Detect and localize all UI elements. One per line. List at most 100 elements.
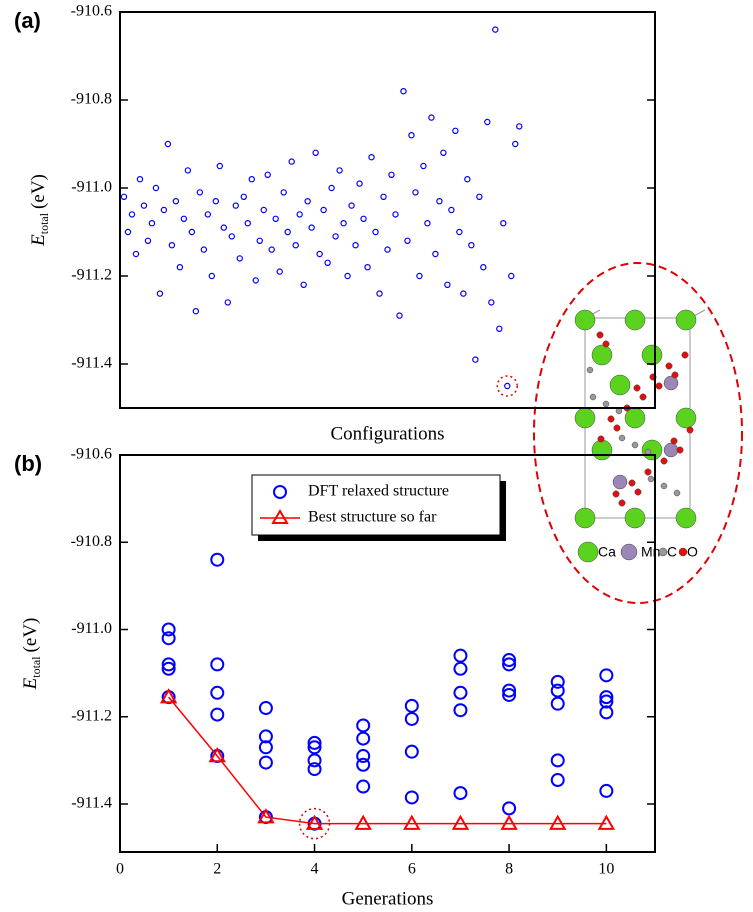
point — [344, 272, 351, 280]
point — [360, 215, 367, 222]
triangle-marker — [305, 814, 324, 830]
point — [453, 685, 468, 700]
point — [161, 631, 176, 646]
point — [210, 685, 225, 700]
point — [296, 211, 303, 218]
point — [404, 237, 411, 244]
atom — [620, 543, 638, 561]
point — [480, 264, 487, 271]
point — [161, 622, 176, 637]
atom — [670, 437, 678, 445]
y-tick-label: -910.6 — [71, 446, 112, 463]
point — [280, 189, 287, 196]
point — [176, 264, 184, 271]
point — [460, 290, 467, 297]
point — [307, 753, 322, 768]
y-tick-label: -911.2 — [71, 707, 112, 724]
point — [352, 241, 359, 249]
point — [492, 26, 499, 33]
point — [220, 224, 228, 231]
point — [336, 167, 343, 174]
x-tick-label: 6 — [408, 861, 416, 878]
point — [476, 193, 483, 200]
y-tick-label: -910.8 — [71, 533, 112, 550]
point — [200, 246, 208, 253]
point — [307, 762, 322, 777]
point — [212, 197, 220, 205]
plot-frame — [119, 454, 656, 853]
triangle-marker — [208, 747, 226, 763]
y-tick-label: -911.0 — [71, 620, 112, 637]
y-label-subscript: total — [29, 656, 43, 678]
atom — [624, 507, 646, 529]
atom — [658, 547, 668, 557]
point — [216, 162, 224, 170]
atom — [624, 309, 646, 331]
point — [272, 215, 279, 222]
point — [550, 753, 565, 768]
point — [444, 281, 451, 288]
point — [599, 668, 614, 683]
point — [120, 193, 128, 200]
point — [400, 87, 407, 95]
point — [453, 703, 468, 718]
point — [448, 206, 455, 214]
point — [453, 786, 468, 801]
point — [599, 690, 614, 705]
point — [192, 308, 200, 315]
atom — [673, 489, 681, 497]
inset-legend-label: Ca — [598, 544, 616, 560]
atom — [678, 547, 688, 557]
point — [316, 250, 323, 258]
point — [161, 661, 176, 676]
point — [164, 140, 172, 148]
atom — [675, 309, 697, 331]
point — [260, 206, 267, 214]
point — [550, 696, 565, 711]
point — [356, 779, 371, 794]
point — [161, 657, 176, 672]
point — [210, 707, 225, 722]
y-tick-label: -911.0 — [71, 179, 112, 196]
atom — [612, 490, 620, 498]
point — [284, 228, 291, 236]
x-tick-label: 10 — [598, 861, 614, 878]
best-line — [168, 696, 607, 825]
point — [180, 215, 188, 222]
atom — [660, 457, 668, 465]
point — [372, 228, 379, 236]
atom — [641, 344, 663, 366]
point — [404, 744, 419, 759]
point — [428, 114, 435, 121]
atom — [574, 407, 596, 429]
point — [404, 790, 419, 805]
y-tick-label: -910.8 — [71, 91, 112, 108]
atom — [644, 468, 652, 476]
atom — [613, 424, 621, 432]
panel-label: (b) — [14, 451, 42, 476]
point — [356, 718, 371, 733]
point — [468, 241, 475, 249]
point — [144, 237, 152, 244]
y-axis-label: Etotal (eV) — [20, 618, 42, 691]
point — [502, 683, 517, 698]
point — [258, 755, 273, 770]
atom — [586, 366, 594, 374]
point — [168, 241, 176, 249]
point — [172, 197, 180, 205]
legend: DFT relaxed structure Best structure so f… — [251, 474, 506, 541]
x-tick-label: 4 — [311, 861, 319, 878]
atom — [574, 507, 596, 529]
triangle-marker — [451, 814, 470, 830]
point — [380, 193, 387, 200]
point — [364, 264, 371, 271]
y-tick-label: -911.4 — [71, 795, 112, 812]
triangle-marker — [597, 814, 616, 830]
atom — [597, 435, 605, 443]
atom — [618, 499, 626, 507]
point — [140, 202, 148, 209]
point — [224, 299, 231, 306]
point — [324, 259, 331, 266]
legend-label: DFT relaxed structure — [308, 483, 449, 500]
atom — [671, 371, 679, 379]
